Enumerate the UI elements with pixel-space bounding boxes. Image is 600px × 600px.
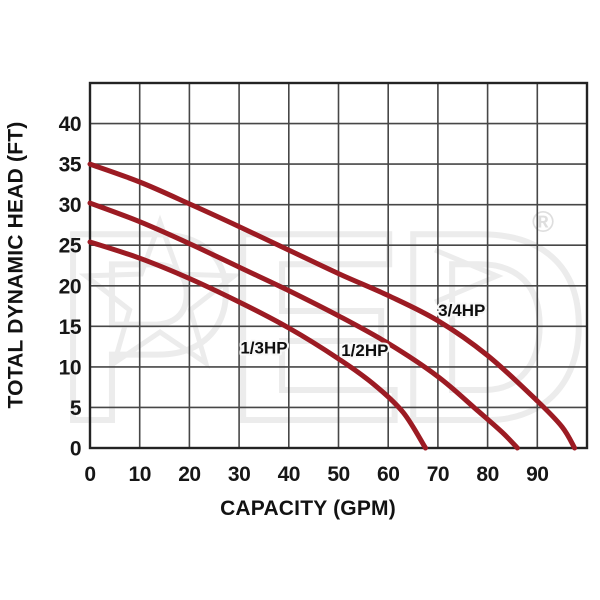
x-tick-label: 0: [84, 463, 95, 486]
x-tick-label: 20: [178, 463, 200, 486]
y-tick-label: 40: [59, 113, 81, 136]
y-tick-label: 30: [59, 194, 81, 217]
registered-mark: ®: [532, 206, 554, 239]
series-label-1-2hp: 1/2HP: [341, 341, 388, 360]
y-axis-title: TOTAL DYNAMIC HEAD (FT): [4, 121, 28, 409]
x-tick-label: 30: [228, 463, 250, 486]
y-tick-label: 20: [59, 275, 81, 298]
y-tick-label: 0: [70, 438, 81, 461]
series-label-3-4hp: 3/4HP: [438, 301, 485, 320]
x-tick-label: 70: [427, 463, 449, 486]
y-tick-label: 10: [59, 356, 81, 379]
star-icon: [78, 214, 242, 370]
x-tick-label: 10: [129, 463, 151, 486]
x-tick-label: 90: [526, 463, 548, 486]
series-label-1-3hp: 1/3HP: [240, 338, 287, 357]
tick-labels: 0 10 20 30 40 50 60 70 80 90 0 5 10 15 20 25 30 35 40: [59, 113, 549, 486]
y-tick-label: 5: [70, 397, 82, 420]
x-tick-label: 80: [476, 463, 498, 486]
arrow-icon: [434, 247, 504, 305]
x-tick-label: 40: [278, 463, 300, 486]
curve-1-2hp: [87, 200, 520, 451]
y-tick-label: 25: [59, 235, 82, 258]
x-tick-label: 60: [377, 463, 399, 486]
curves: [87, 161, 578, 451]
curve-3-4hp: [87, 161, 578, 451]
x-axis-title: CAPACITY (GPM): [220, 497, 396, 520]
series-labels: 1/3HP 1/2HP 3/4HP: [238, 299, 487, 362]
y-tick-label: 35: [59, 154, 82, 177]
plot-border: [88, 81, 589, 450]
x-tick-label: 50: [327, 463, 349, 486]
y-tick-label: 15: [59, 316, 82, 339]
curve-1-3hp: [87, 239, 428, 451]
